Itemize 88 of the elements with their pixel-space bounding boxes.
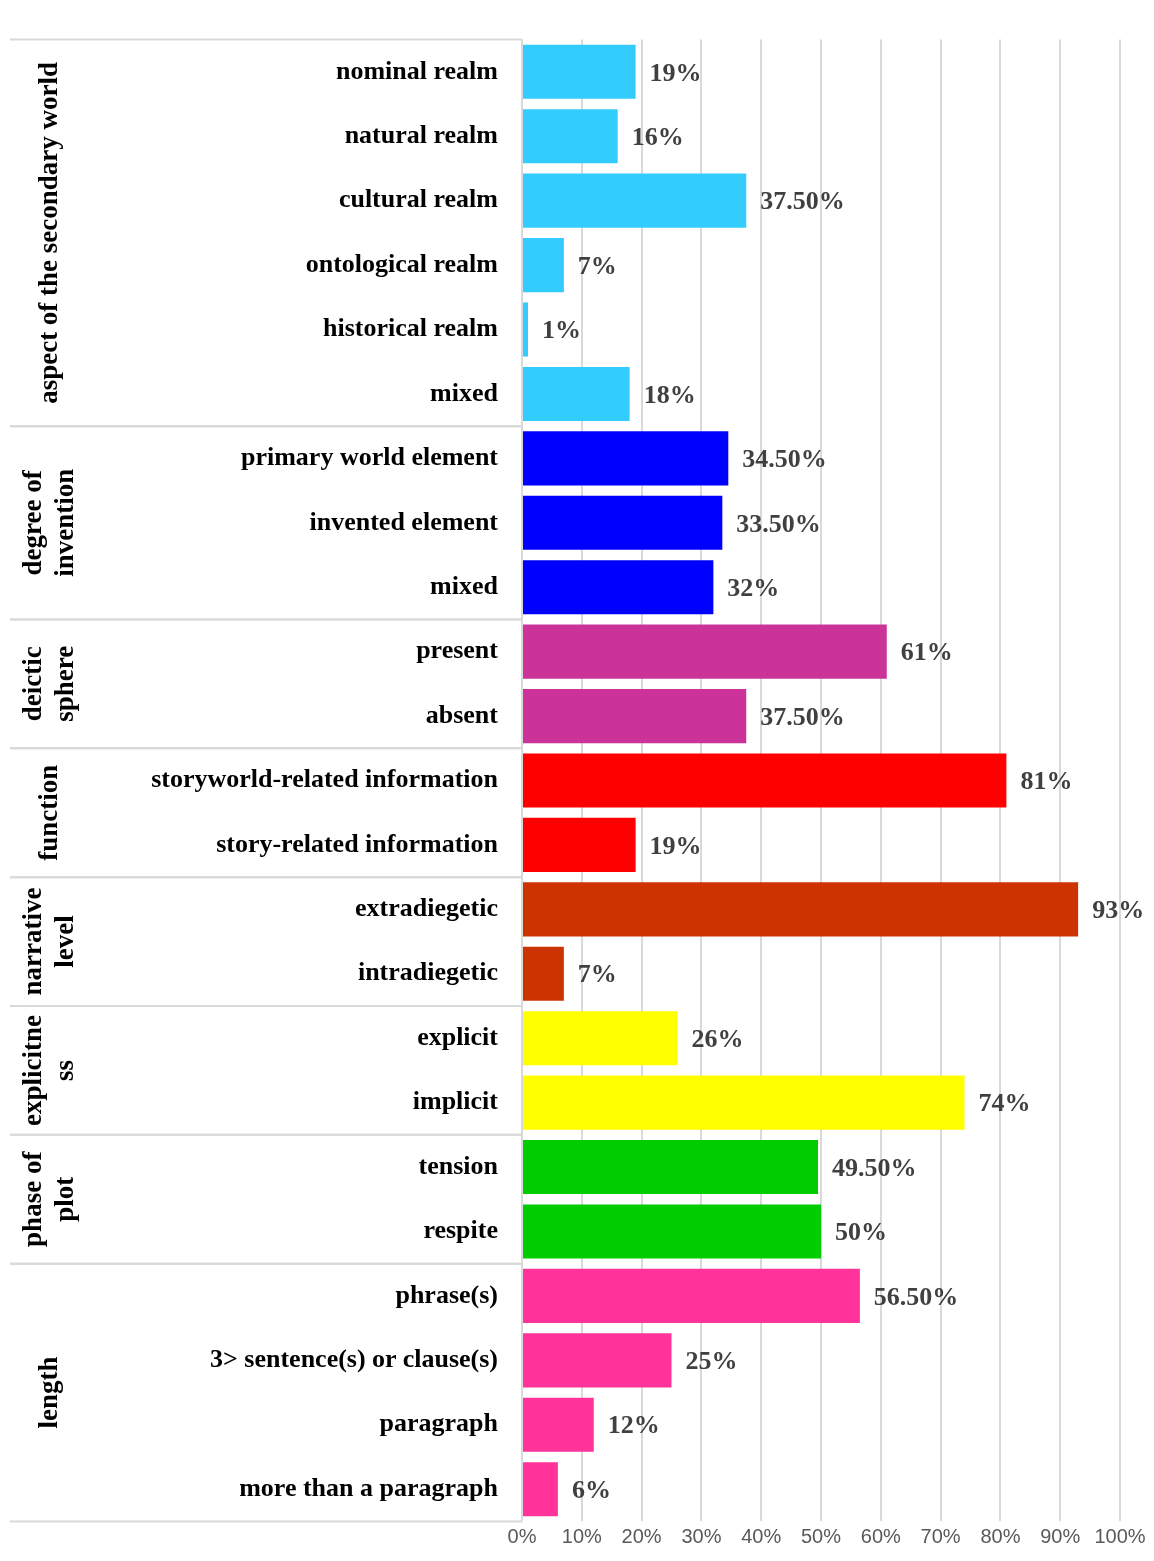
bar (523, 1204, 821, 1259)
bar (523, 1397, 594, 1452)
bar (523, 560, 714, 615)
y-tick-label: cultural realm (338, 184, 499, 214)
y-tick-label: respite (423, 1215, 498, 1245)
x-tick-label: 30% (681, 1524, 722, 1547)
text: degree of invention (16, 468, 79, 577)
y-tick-label: natural realm (344, 119, 499, 149)
data-label: 50% (835, 1217, 887, 1247)
y-tick-label: extradiegetic (355, 893, 498, 923)
y-tick-label: invented element (309, 506, 499, 536)
y-tick-label: present (416, 635, 499, 665)
bar (523, 495, 723, 550)
bar (523, 946, 564, 1001)
bar (523, 689, 747, 744)
data-label: 81% (1020, 766, 1073, 796)
text: narrative level (16, 887, 79, 996)
bar (523, 431, 729, 486)
data-label: 18% (643, 379, 696, 409)
data-label: 19% (649, 57, 702, 87)
data-label: 74% (978, 1088, 1031, 1118)
x-tick-label: 50% (800, 1524, 842, 1547)
text: explicitness (16, 1014, 79, 1126)
bar (523, 1140, 819, 1195)
y-tick-label: primary world element (240, 442, 499, 472)
data-label: 37.50% (760, 701, 845, 731)
y-tick-label: nominal realm (335, 55, 499, 85)
y-tick-label: mixed (430, 570, 499, 600)
y-tick-label: story-related information (216, 828, 499, 858)
bar (523, 44, 636, 99)
y-tick-label: absent (425, 699, 499, 729)
data-label: 1% (541, 315, 581, 345)
bar (523, 882, 1079, 937)
bar (523, 302, 528, 357)
bar (523, 1268, 860, 1323)
data-label: 37.50% (760, 186, 845, 216)
data-label: 7% (577, 959, 617, 989)
x-tick-label: 10% (561, 1524, 603, 1547)
bar (523, 753, 1007, 808)
bar (523, 1333, 672, 1388)
y-tick-label: implicit (412, 1086, 499, 1116)
text: aspect of the secondary world (32, 61, 63, 404)
y-tick-label: tension (418, 1150, 499, 1180)
data-label: 32% (727, 572, 780, 602)
bar (523, 817, 636, 872)
bar (523, 1075, 965, 1130)
y-tick-label: ontological realm (305, 248, 499, 278)
data-label: 33.50% (736, 508, 821, 538)
data-label: 93% (1092, 895, 1145, 925)
bar (523, 366, 630, 421)
y-tick-label: historical realm (323, 313, 499, 343)
data-label: 7% (577, 250, 617, 280)
data-label: 49.50% (832, 1152, 917, 1182)
data-label: 26% (691, 1023, 744, 1053)
data-label: 56.50% (873, 1281, 959, 1311)
data-label: 16% (631, 121, 684, 151)
y-tick-label: phrase(s) (395, 1279, 498, 1309)
y-tick-label: paragraph (379, 1408, 499, 1438)
bar (523, 1462, 558, 1517)
x-tick-label: 70% (920, 1524, 961, 1547)
x-tick-label: 20% (621, 1524, 662, 1547)
x-tick-label: 60% (860, 1524, 902, 1547)
data-label: 25% (685, 1346, 738, 1376)
x-tick-label: 40% (741, 1524, 782, 1547)
text: deictic sphere (16, 645, 79, 722)
y-tick-label: explicit (417, 1021, 499, 1051)
x-tick-label: 100% (1094, 1524, 1146, 1547)
y-tick-label: 3> sentence(s) or clause(s) (210, 1344, 498, 1374)
y-tick-label: mixed (430, 377, 499, 407)
bar (523, 1011, 678, 1066)
bar (523, 173, 747, 228)
data-label: 34.50% (742, 444, 827, 474)
data-label: 12% (607, 1410, 660, 1440)
text: phase of plot (16, 1150, 79, 1247)
x-tick-label: 80% (980, 1524, 1021, 1547)
bar (523, 109, 618, 164)
text: function (32, 764, 63, 861)
text: length (32, 1356, 63, 1429)
data-label: 19% (649, 830, 702, 860)
x-tick-label: 90% (1040, 1524, 1081, 1547)
data-label: 61% (900, 637, 953, 667)
y-tick-label: storyworld-related information (151, 764, 499, 794)
y-tick-label: intradiegetic (357, 957, 498, 987)
data-label: 6% (571, 1474, 611, 1504)
y-tick-label: more than a paragraph (239, 1472, 499, 1502)
bar (523, 238, 564, 293)
bar (523, 624, 887, 679)
x-tick-label: 0% (507, 1524, 537, 1547)
